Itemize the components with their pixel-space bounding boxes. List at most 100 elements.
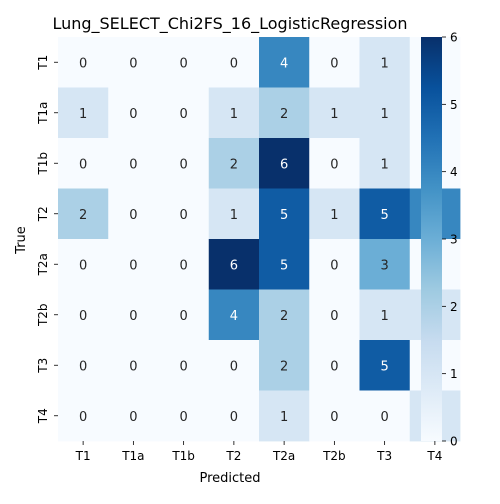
y-tick-label: T1a: [36, 102, 50, 125]
heatmap-cell: [359, 87, 411, 139]
heatmap-cell: [359, 37, 411, 88]
cell-value-label: 0: [179, 56, 187, 71]
heatmap-cell: [359, 340, 411, 391]
colorbar-tick-label: 1: [450, 367, 458, 381]
colorbar-ticks: 0 1 2 3 4 5 6: [442, 31, 458, 449]
cell-value-label: 4: [280, 56, 288, 71]
cell-value-label: 0: [129, 56, 137, 71]
heatmap-cell: [158, 37, 210, 88]
y-tick-label: T1b: [36, 152, 50, 176]
x-tick-label: T1: [75, 449, 91, 463]
cell-value-label: 2: [280, 309, 288, 324]
heatmap-cell: [208, 188, 260, 240]
heatmap-cell: [208, 340, 260, 391]
cell-value-label: 2: [280, 107, 288, 122]
cell-value-label: 1: [380, 157, 388, 172]
heatmap-cell: [309, 138, 360, 189]
cell-value-label: 4: [230, 309, 238, 324]
colorbar-tick-label: 4: [450, 165, 458, 179]
cell-value-label: 0: [179, 359, 187, 374]
colorbar: [421, 37, 442, 441]
heatmap-cell: [158, 87, 210, 139]
heatmap-cell: [108, 188, 159, 240]
cell-value-label: 1: [380, 107, 388, 122]
cell-value-label: 0: [230, 56, 238, 71]
cell-value-label: 3: [380, 258, 388, 273]
cell-value-label: 1: [380, 56, 388, 71]
heatmap-cell: [259, 390, 310, 442]
heatmap-cell: [259, 138, 310, 189]
cell-value-label: 0: [179, 258, 187, 273]
cell-value-label: 1: [380, 309, 388, 324]
cell-value-label: 6: [230, 258, 238, 273]
heatmap-cell: [208, 390, 260, 442]
x-tick-label: T1a: [121, 449, 144, 463]
cell-value-label: 0: [330, 258, 338, 273]
y-tick-label: T4: [36, 408, 50, 424]
heatmap-cell: [158, 390, 210, 442]
heatmap-cell: [208, 87, 260, 139]
heatmap-cell: [208, 239, 260, 290]
heatmap-cell: [309, 390, 360, 442]
heatmap-cell: [259, 239, 310, 290]
cell-value-label: 0: [129, 107, 137, 122]
heatmap-cell: [158, 188, 210, 240]
heatmap-cell: [108, 340, 159, 391]
heatmap-cell: [259, 37, 310, 88]
heatmap-cell: [58, 138, 109, 189]
x-tick-label: T1b: [171, 449, 195, 463]
heatmap-cell: [108, 138, 159, 189]
heatmap-cell: [158, 289, 210, 341]
heatmap-cell: [158, 340, 210, 391]
cell-value-label: 0: [79, 410, 87, 425]
y-axis-ticks: T1 T1a T1b T2 T2a T2b T3 T4: [36, 55, 58, 424]
x-tick-label: T2b: [322, 449, 346, 463]
y-tick-label: T3: [36, 358, 50, 374]
heatmap-cell: [259, 340, 310, 391]
cell-value-label: 0: [179, 208, 187, 223]
cell-value-label: 0: [380, 410, 388, 425]
cell-value-label: 0: [330, 56, 338, 71]
cell-value-label: 2: [230, 157, 238, 172]
heatmap-cell: [108, 289, 159, 341]
heatmap-cell: [58, 289, 109, 341]
heatmap-cell: [359, 239, 411, 290]
heatmap-cell: [208, 138, 260, 189]
cell-value-label: 0: [129, 157, 137, 172]
heatmap-cell: [158, 239, 210, 290]
heatmap-cell: [108, 239, 159, 290]
cell-value-label: 0: [79, 309, 87, 324]
cell-value-label: 1: [330, 107, 338, 122]
heatmap-cell: [309, 239, 360, 290]
colorbar-tick-label: 6: [450, 31, 458, 45]
cell-value-label: 0: [79, 258, 87, 273]
cell-value-label: 0: [179, 157, 187, 172]
cell-value-label: 0: [129, 309, 137, 324]
heatmap-cell: [58, 37, 109, 88]
x-tick-label: T3: [376, 449, 392, 463]
heatmap-cell: [359, 390, 411, 442]
heatmap-cell: [58, 390, 109, 442]
cell-value-label: 0: [230, 359, 238, 374]
x-tick-label: T2: [225, 449, 241, 463]
cell-value-label: 0: [79, 157, 87, 172]
cell-value-label: 1: [280, 410, 288, 425]
heatmap-cell: [309, 87, 360, 139]
cell-value-label: 0: [129, 410, 137, 425]
colorbar-tick-label: 5: [450, 98, 458, 112]
cell-value-label: 5: [380, 208, 388, 223]
y-axis-label: True: [14, 226, 29, 255]
cell-value-label: 5: [280, 258, 288, 273]
x-axis-ticks: T1 T1a T1b T2 T2a T2b T3 T4: [75, 441, 442, 463]
cell-value-label: 0: [330, 359, 338, 374]
heatmap-cell: [58, 239, 109, 290]
heatmap-cell: [108, 37, 159, 88]
heatmap-cell: [108, 390, 159, 442]
cell-value-label: 0: [179, 107, 187, 122]
cell-value-label: 0: [129, 359, 137, 374]
cell-value-label: 5: [380, 359, 388, 374]
x-tick-label: T4: [426, 449, 442, 463]
cell-value-label: 1: [79, 107, 87, 122]
heatmap-cell: [259, 289, 310, 341]
